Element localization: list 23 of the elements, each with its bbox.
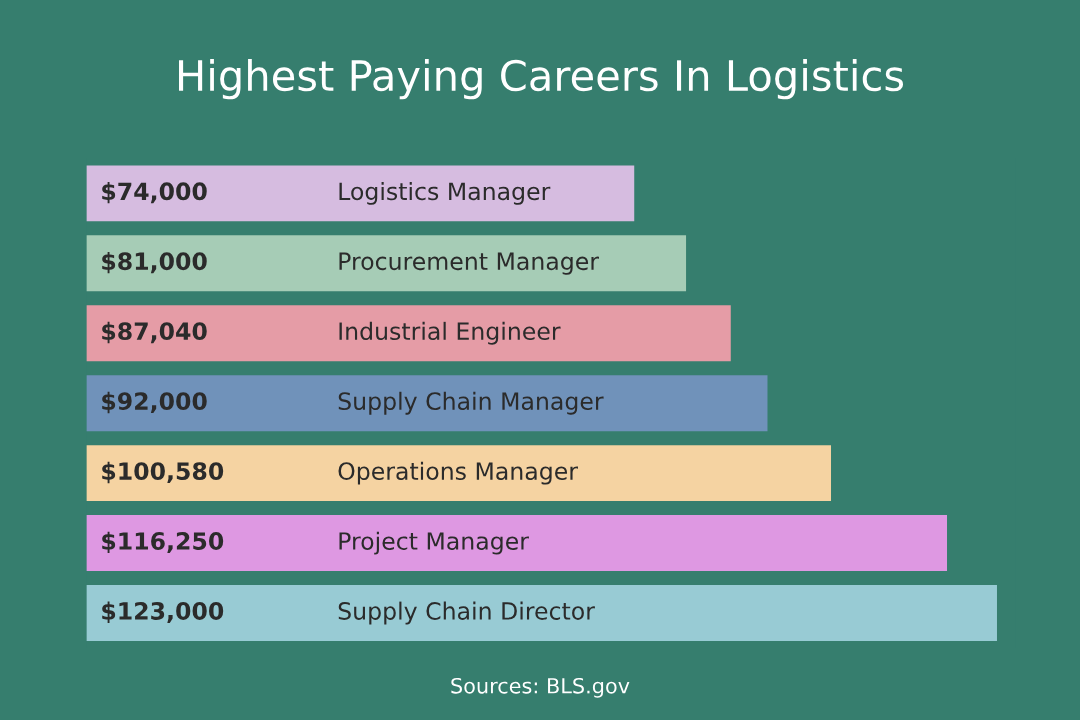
data-label: $74,000 xyxy=(102,181,207,204)
y-tick-label: Supply Chain Manager xyxy=(338,391,604,415)
y-tick-label: Supply Chain Director xyxy=(338,601,595,625)
y-tick-label: Logistics Manager xyxy=(339,181,551,205)
bar xyxy=(86,375,768,432)
bar xyxy=(86,235,687,292)
data-label: $100,580 xyxy=(102,461,224,484)
bar xyxy=(86,515,948,572)
bar xyxy=(86,165,635,222)
data-label: $92,000 xyxy=(102,391,207,414)
bar xyxy=(86,585,997,642)
source-note: Sources: BLS.gov xyxy=(451,677,630,698)
data-label: $123,000 xyxy=(102,601,224,624)
chart-title: Highest Paying Careers In Logistics xyxy=(179,59,904,100)
y-tick-label: Procurement Manager xyxy=(339,252,600,275)
data-label: $116,250 xyxy=(102,531,224,554)
y-tick-label: Project Manager xyxy=(339,531,529,555)
y-tick-label: Industrial Engineer xyxy=(339,321,561,345)
bar xyxy=(86,445,832,502)
data-label: $87,040 xyxy=(102,321,207,344)
bar xyxy=(86,305,731,362)
data-label: $81,000 xyxy=(102,251,207,274)
y-tick-label: Operations Manager xyxy=(338,461,578,485)
